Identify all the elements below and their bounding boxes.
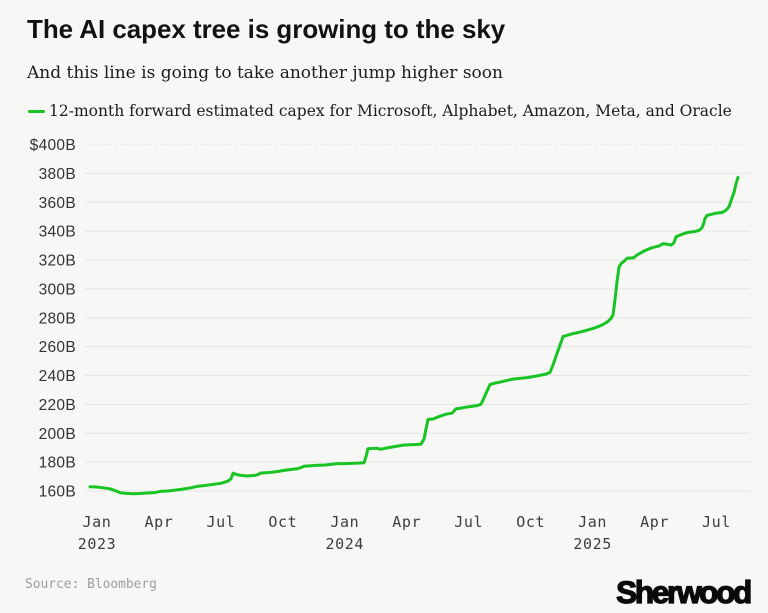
- sherwood-logo: Sherwood: [615, 573, 752, 610]
- x-axis-label-Jan-2023: Jan: [83, 513, 112, 531]
- chart-subtitle: And this line is going to take another j…: [27, 63, 503, 83]
- y-axis-label-380: 380B: [39, 166, 76, 183]
- legend: 12-month forward estimated capex for Mic…: [27, 102, 732, 120]
- y-axis-label-260: 260B: [39, 339, 76, 356]
- x-axis-year-2024: 2024: [326, 535, 365, 553]
- y-axis-label-160: 160B: [39, 484, 76, 501]
- y-axis-label-200: 200B: [39, 426, 76, 443]
- x-axis-label-Oct: Oct: [268, 513, 297, 531]
- x-axis-label-Jul: Jul: [454, 513, 483, 531]
- y-axis-label-360: 360B: [39, 195, 76, 212]
- x-axis-label-Apr: Apr: [640, 513, 669, 531]
- y-axis-label-400: $400B: [30, 137, 76, 154]
- x-axis-label-Jan-2025: Jan: [578, 513, 607, 531]
- y-axis-label-320: 320B: [39, 253, 76, 270]
- x-axis-year-2023: 2023: [78, 535, 117, 553]
- y-axis-label-220: 220B: [39, 397, 76, 414]
- y-axis-label-280: 280B: [39, 310, 76, 327]
- chart-title: The AI capex tree is growing to the sky: [27, 16, 506, 44]
- x-axis-label-Jan-2024: Jan: [330, 513, 359, 531]
- y-axis-label-240: 240B: [39, 368, 76, 385]
- x-axis-label-Apr: Apr: [392, 513, 421, 531]
- x-axis-label-Jul: Jul: [206, 513, 235, 531]
- legend-line-swatch: [27, 109, 45, 113]
- capex-data-line: [88, 175, 740, 496]
- x-axis-label-Jul: Jul: [702, 513, 731, 531]
- x-axis-label-Oct: Oct: [516, 513, 545, 531]
- y-axis-label-340: 340B: [39, 224, 76, 241]
- legend-label: 12-month forward estimated capex for Mic…: [49, 102, 732, 120]
- y-axis-label-180: 180B: [39, 455, 76, 472]
- x-axis-label-Apr: Apr: [144, 513, 173, 531]
- x-axis-year-2025: 2025: [573, 535, 612, 553]
- y-axis-label-300: 300B: [39, 281, 76, 298]
- source-note: Source: Bloomberg: [25, 577, 157, 592]
